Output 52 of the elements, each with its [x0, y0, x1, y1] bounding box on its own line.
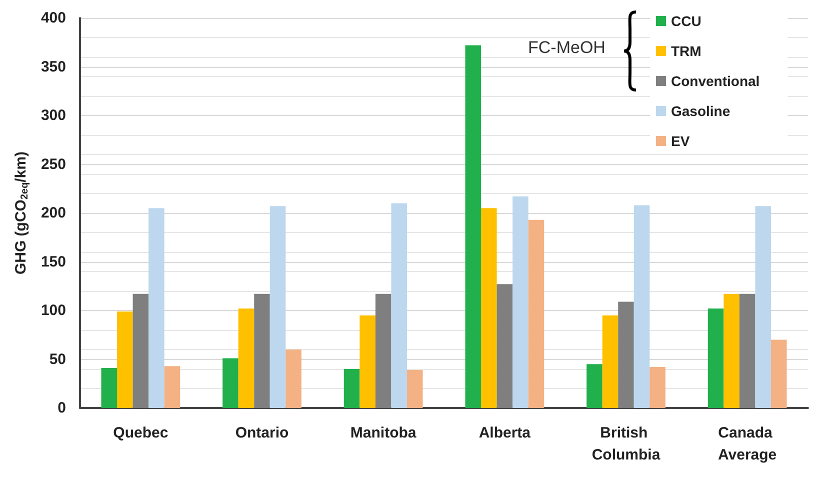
bar [148, 208, 164, 408]
bar [528, 220, 544, 408]
y-tick-label: 100 [40, 302, 66, 319]
bar [602, 315, 618, 408]
x-tick-label: Ontario [235, 424, 289, 442]
x-tick-label: British Columbia [592, 424, 661, 464]
legend-label: Conventional [671, 73, 760, 89]
bar [708, 308, 724, 408]
bar [238, 308, 254, 408]
y-tick-label: 0 [58, 400, 66, 416]
y-tick-label: 50 [49, 350, 66, 368]
bar [755, 206, 771, 408]
legend-label: EV [671, 133, 690, 149]
bar [465, 45, 482, 408]
bar [164, 366, 180, 408]
y-tick-label: 150 [40, 253, 66, 270]
bar [344, 369, 360, 408]
legend-label: Gasoline [671, 103, 730, 119]
x-tick-label: Quebec [113, 424, 168, 442]
bar [650, 367, 666, 408]
y-tick-label: 350 [40, 58, 66, 76]
legend-label: TRM [671, 43, 702, 59]
bar [634, 205, 650, 408]
x-tick-label: Canada Average [718, 424, 777, 464]
bar [254, 294, 270, 408]
bar [286, 350, 302, 408]
bar [132, 294, 149, 408]
y-tick-label: 200 [40, 204, 66, 222]
bar [770, 340, 787, 408]
legend-label: CCU [671, 13, 702, 29]
bar [496, 284, 513, 408]
bar [406, 370, 423, 408]
y-axis-title: GHG (gCO2eq/km) [12, 151, 30, 275]
bar [101, 368, 118, 408]
bar [360, 315, 376, 408]
bar [117, 311, 133, 408]
bar [618, 302, 634, 408]
bar [222, 358, 238, 408]
bar [481, 208, 497, 408]
annotation: FC-MeOH [528, 38, 606, 58]
bar [512, 196, 528, 408]
y-tick-label: 250 [40, 156, 66, 173]
y-tick-label: 300 [40, 107, 66, 124]
bar [739, 294, 756, 408]
bar [270, 206, 286, 408]
bar [586, 364, 602, 408]
y-tick-label: 400 [40, 10, 66, 26]
x-tick-label: Manitoba [350, 424, 417, 442]
bar [724, 294, 740, 408]
bar [375, 294, 392, 408]
bar [391, 203, 407, 408]
x-tick-label: Alberta [478, 424, 532, 442]
